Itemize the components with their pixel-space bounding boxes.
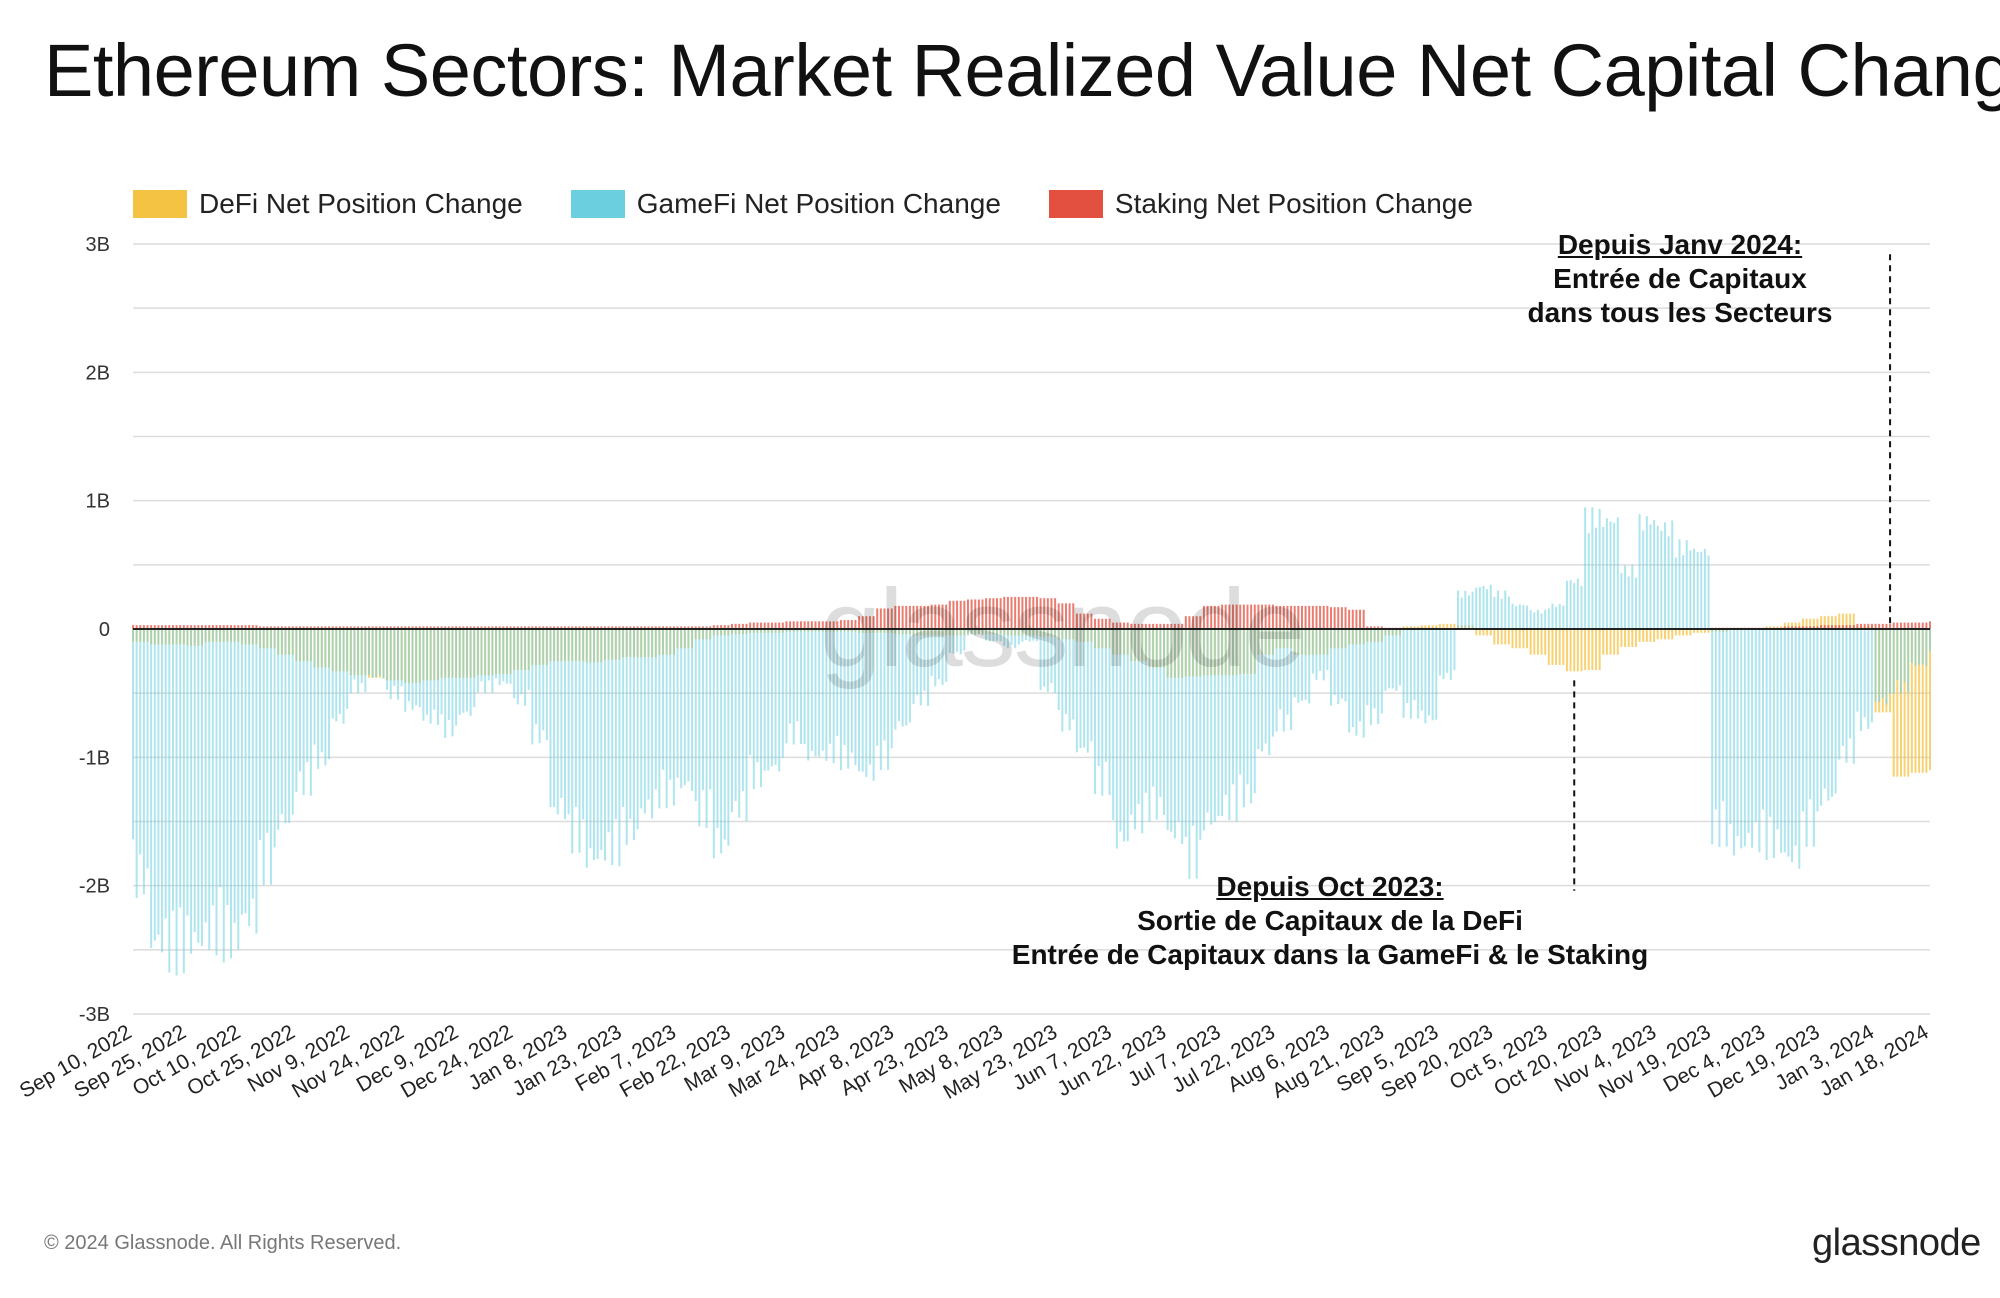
y-tick-label: -2B: [79, 876, 110, 898]
legend-label-gamefi: GameFi Net Position Change: [636, 188, 1001, 219]
annotation-oct-line2: Entrée de Capitaux dans la GameFi & le S…: [1011, 939, 1649, 970]
series-gamefi-net-position-change: [132, 507, 1931, 976]
copyright: © 2024 Glassnode. All Rights Reserved.: [44, 1232, 402, 1254]
legend-item-staking[interactable]: Staking Net Position Change: [1048, 188, 1473, 220]
legend-swatch-defi: [133, 190, 187, 218]
chart-title: Ethereum Sectors: Market Realized Value …: [44, 29, 2000, 112]
y-tick-label: -1B: [79, 747, 110, 769]
y-tick-label: 0: [99, 619, 110, 641]
grid-lines: [133, 243, 1930, 1015]
annotation-janv-2024: Depuis Janv 2024: Entrée de Capitaux dan…: [1510, 228, 1850, 330]
annotation-janv-heading: Depuis Janv 2024:: [1557, 229, 1803, 260]
y-tick-label: 2B: [86, 362, 110, 384]
annotation-janv-line1: Entrée de Capitaux: [1553, 263, 1807, 294]
legend: DeFi Net Position Change GameFi Net Posi…: [133, 188, 1521, 220]
y-tick-label: 3B: [86, 234, 110, 256]
annotation-oct-2023: Depuis Oct 2023: Sortie de Capitaux de l…: [960, 870, 1700, 972]
marker-lines: [1573, 254, 1892, 891]
legend-item-gamefi[interactable]: GameFi Net Position Change: [570, 188, 1001, 220]
y-tick-label: -3B: [79, 1004, 110, 1026]
legend-swatch-gamefi: [570, 190, 625, 218]
legend-item-defi[interactable]: DeFi Net Position Change: [133, 188, 523, 220]
annotation-janv-line2: dans tous les Secteurs: [1527, 297, 1833, 328]
annotation-oct-line1: Sortie de Capitaux de la DeFi: [1137, 905, 1523, 936]
legend-label-defi: DeFi Net Position Change: [199, 188, 523, 219]
brand-logo[interactable]: glassnode: [1812, 1222, 1981, 1264]
annotation-oct-heading: Depuis Oct 2023:: [1216, 871, 1444, 902]
legend-label-staking: Staking Net Position Change: [1114, 188, 1473, 219]
y-tick-label: 1B: [86, 491, 110, 513]
bars: [132, 507, 1931, 976]
legend-swatch-staking: [1048, 190, 1103, 218]
watermark: glassnode: [820, 567, 1305, 690]
